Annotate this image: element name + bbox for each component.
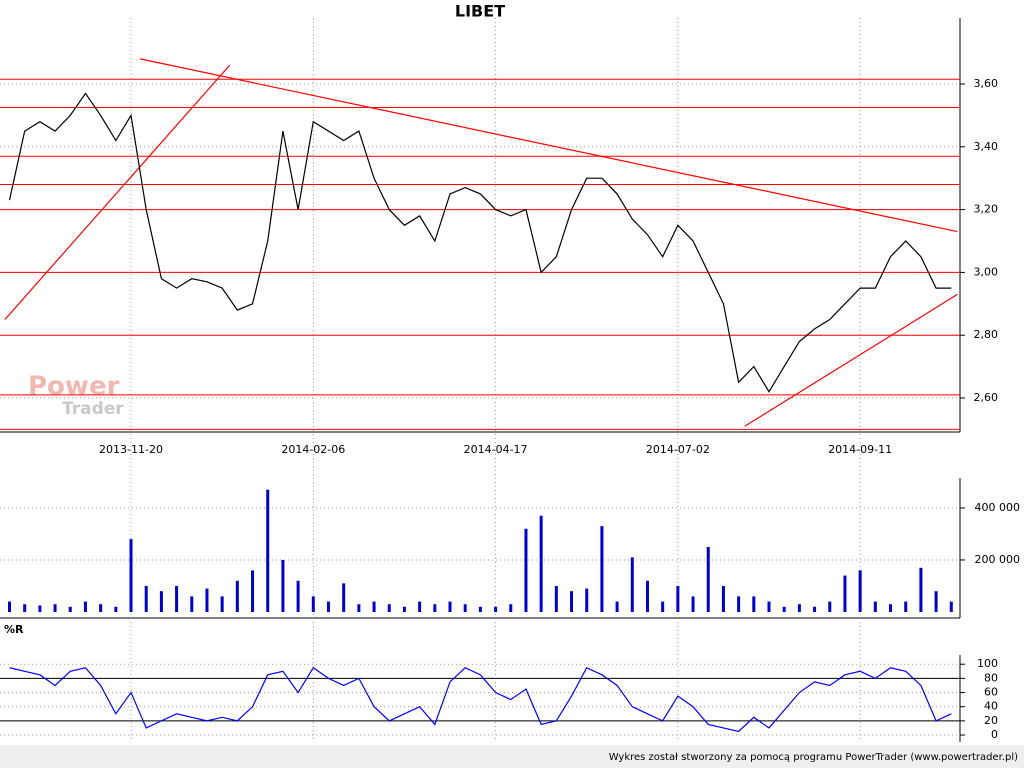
- bar: [357, 604, 361, 612]
- y-tick-label: 200 000: [975, 553, 1021, 566]
- y-tick-label: 2,80: [974, 328, 999, 341]
- bar: [585, 588, 589, 612]
- bar: [767, 601, 771, 612]
- bar: [904, 601, 908, 612]
- y-tick-label: 400 000: [975, 501, 1021, 514]
- bar: [752, 596, 756, 612]
- bar: [372, 601, 376, 612]
- x-tick-label: 2014-02-06: [281, 443, 345, 456]
- bar: [266, 489, 270, 612]
- y-tick-label: 100: [977, 657, 998, 670]
- bar: [615, 601, 619, 612]
- bar: [813, 606, 817, 612]
- bar: [326, 601, 330, 612]
- bar: [251, 570, 255, 612]
- bar: [463, 604, 467, 612]
- bar: [8, 601, 11, 612]
- data-line: [8, 92, 952, 393]
- data-line: [9, 666, 952, 733]
- y-tick-label: 3,00: [974, 265, 999, 278]
- x-tick-label: 2014-04-17: [464, 443, 528, 456]
- bar: [402, 606, 406, 612]
- bar: [539, 515, 543, 612]
- bar: [448, 601, 452, 612]
- bar: [205, 588, 209, 612]
- footer-bar: [0, 745, 1024, 768]
- bar: [949, 601, 953, 612]
- x-tick-label: 2014-09-11: [828, 443, 892, 456]
- bar: [53, 604, 57, 612]
- bar: [114, 606, 118, 612]
- y-tick-label: 3,20: [974, 203, 999, 216]
- bar: [68, 606, 72, 612]
- bar: [570, 591, 574, 612]
- bar: [159, 591, 163, 612]
- watermark: Power: [28, 372, 120, 402]
- bar: [296, 580, 300, 612]
- bar: [797, 604, 801, 612]
- bar: [387, 604, 391, 612]
- bar: [129, 539, 133, 612]
- bar: [858, 570, 862, 612]
- y-tick-label: 0: [991, 728, 998, 741]
- bar: [630, 557, 634, 612]
- bar: [782, 606, 786, 612]
- bar: [828, 601, 832, 612]
- bar: [873, 601, 877, 612]
- trend-line: [744, 293, 958, 427]
- bar: [220, 596, 224, 612]
- bar: [661, 601, 665, 612]
- bar: [691, 596, 695, 612]
- y-tick-label: 20: [984, 714, 998, 727]
- bar: [706, 546, 710, 612]
- bar: [843, 575, 847, 612]
- bar: [889, 604, 893, 612]
- chart-title: LIBET: [455, 2, 505, 21]
- watermark: Trader: [62, 399, 124, 419]
- bar: [190, 596, 194, 612]
- bar: [934, 591, 938, 612]
- bar: [144, 585, 148, 612]
- bar: [38, 605, 42, 612]
- trend-line: [140, 58, 958, 233]
- bar: [494, 606, 498, 612]
- bar: [418, 601, 422, 612]
- bar: [509, 604, 513, 612]
- bar: [524, 528, 528, 612]
- footer: Wykres został stworzony za pomocą progra…: [609, 752, 1018, 763]
- bar: [83, 601, 87, 612]
- bar: [433, 604, 437, 612]
- bar: [554, 585, 558, 612]
- x-tick-label: 2013-11-20: [99, 443, 163, 456]
- bar: [919, 567, 923, 612]
- bar: [676, 585, 680, 612]
- bar: [600, 526, 604, 612]
- trend-line: [4, 64, 231, 320]
- bar: [175, 585, 179, 612]
- bar: [721, 585, 725, 612]
- bar: [99, 604, 103, 612]
- bar: [342, 583, 346, 612]
- bar: [645, 580, 649, 612]
- y-tick-label: 40: [984, 700, 998, 713]
- y-tick-label: 80: [984, 671, 998, 684]
- bar: [23, 604, 27, 612]
- y-tick-label: 2,60: [974, 391, 999, 404]
- x-tick-label: 2014-07-02: [646, 443, 710, 456]
- bar: [737, 596, 741, 612]
- bar: [478, 606, 482, 612]
- bar: [235, 580, 239, 612]
- y-tick-label: 3,40: [974, 140, 999, 153]
- y-tick-label: 60: [984, 686, 998, 699]
- bar: [311, 596, 315, 612]
- bar: [281, 559, 285, 612]
- panel-title: %R: [4, 623, 24, 636]
- y-tick-label: 3,60: [974, 77, 999, 90]
